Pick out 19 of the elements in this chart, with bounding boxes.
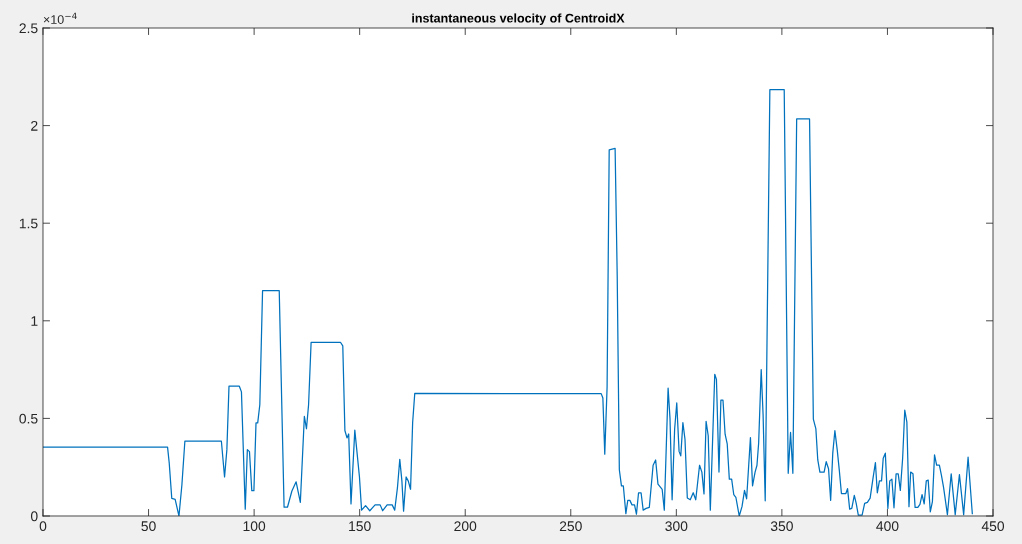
x-tick-label: 200 xyxy=(454,521,477,532)
x-tick-label: 300 xyxy=(665,521,688,532)
y-tick-label: 0.5 xyxy=(19,413,38,424)
x-tick-label: 0 xyxy=(39,521,47,532)
x-tick-label: 150 xyxy=(349,521,371,532)
x-tick-label: 250 xyxy=(559,521,582,532)
x-tick-label: 50 xyxy=(141,521,156,532)
y-tick-label: 1 xyxy=(31,316,38,326)
y-tick-label: 2 xyxy=(31,120,38,131)
y-tick-label: 1.5 xyxy=(19,218,38,229)
y-tick-label: 0 xyxy=(30,511,38,522)
line-series xyxy=(43,89,973,516)
x-tick-label: 100 xyxy=(243,521,266,532)
chart-title: instantaneous velocity of CentroidX xyxy=(412,13,625,26)
x-tick-label: 450 xyxy=(981,521,1005,532)
y-tick-label: 2.5 xyxy=(19,23,38,34)
x-tick-label: 400 xyxy=(876,521,899,532)
x-tick-label: 350 xyxy=(770,521,793,532)
text: ×10$^{−4}$ xyxy=(43,12,77,24)
